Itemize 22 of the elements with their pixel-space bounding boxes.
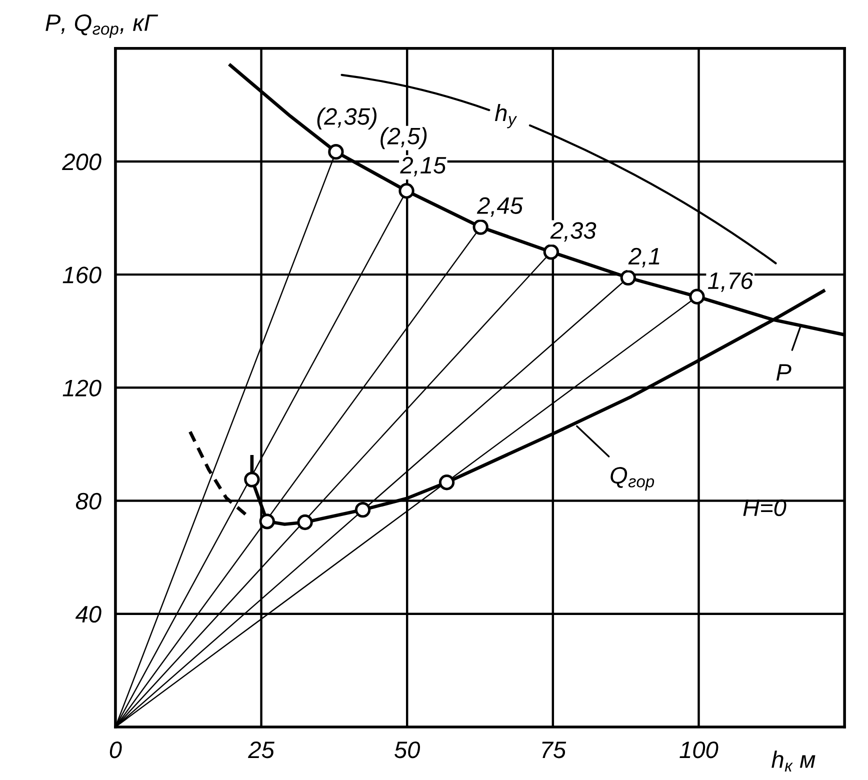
y-tick-label: 80 bbox=[76, 492, 102, 510]
annotation: 2,1 bbox=[628, 248, 660, 268]
annotation: h$_{у}$ bbox=[494, 104, 518, 128]
x-tick-label: 25 bbox=[248, 741, 274, 758]
annotation: (2,5) bbox=[380, 127, 427, 150]
annotation: 2,45 bbox=[476, 197, 524, 217]
x-tick-label: 0 bbox=[110, 741, 122, 758]
y-tick-label: 120 bbox=[62, 380, 102, 396]
annotation: 1,76 bbox=[708, 272, 754, 292]
annotation: Q$_{гор}$ bbox=[610, 466, 654, 491]
annotation: 2,33 bbox=[550, 222, 596, 242]
y-tick-label: 160 bbox=[62, 266, 102, 284]
y-tick-label: 200 bbox=[62, 154, 102, 170]
y-tick-label: 40 bbox=[75, 606, 102, 623]
x-tick-label: 75 bbox=[542, 742, 566, 758]
annotation: (2,35) bbox=[317, 108, 376, 130]
annotation: P bbox=[776, 364, 792, 380]
x-axis-title: h$_{к}$ м bbox=[772, 750, 816, 772]
x-tick-label: 100 bbox=[680, 741, 718, 758]
y-axis-title: P, Q$_{гор}$, кГ bbox=[46, 14, 158, 38]
annotation: 2,15 bbox=[400, 156, 446, 176]
x-tick-label: 50 bbox=[394, 741, 420, 758]
